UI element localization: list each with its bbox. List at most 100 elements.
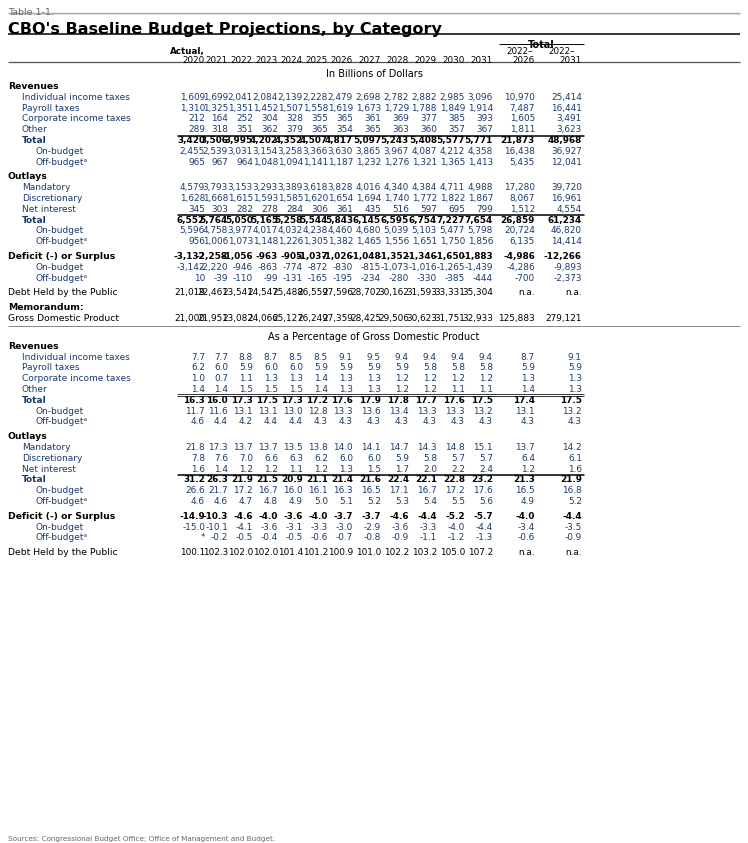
Text: 13.3: 13.3	[445, 406, 465, 416]
Text: 1,006: 1,006	[203, 237, 228, 246]
Text: 21.4: 21.4	[331, 475, 353, 485]
Text: -234: -234	[361, 274, 381, 282]
Text: 361: 361	[364, 115, 381, 123]
Text: 4,238: 4,238	[303, 227, 328, 235]
Text: 3,828: 3,828	[328, 183, 353, 192]
Text: 103.2: 103.2	[411, 548, 437, 557]
Text: 1.5: 1.5	[367, 464, 381, 474]
Text: Total: Total	[22, 216, 46, 224]
Text: 4.6: 4.6	[191, 497, 205, 506]
Text: 100.9: 100.9	[328, 548, 353, 557]
Text: -3.6: -3.6	[261, 523, 278, 532]
Text: 1.4: 1.4	[314, 374, 328, 384]
Text: 21.6: 21.6	[359, 475, 381, 485]
Text: -1,346: -1,346	[405, 252, 437, 261]
Text: Individual income taxes: Individual income taxes	[22, 93, 130, 102]
Text: 1.4: 1.4	[214, 464, 228, 474]
Text: 9.4: 9.4	[451, 352, 465, 362]
Text: 1,094: 1,094	[278, 158, 303, 167]
Text: Actual,: Actual,	[170, 47, 205, 56]
Text: 17.2: 17.2	[306, 396, 328, 405]
Text: 14.3: 14.3	[417, 443, 437, 452]
Text: Off-budgetᵃ: Off-budgetᵃ	[36, 534, 88, 542]
Text: 1.2: 1.2	[423, 374, 437, 384]
Text: 27,359: 27,359	[322, 314, 353, 323]
Text: 102.3: 102.3	[203, 548, 228, 557]
Text: 5.9: 5.9	[339, 363, 353, 373]
Text: 1.1: 1.1	[451, 385, 465, 394]
Text: -1,265: -1,265	[437, 263, 465, 271]
Text: -1.1: -1.1	[420, 534, 437, 542]
Text: 16.1: 16.1	[308, 486, 328, 495]
Text: 8.5: 8.5	[314, 352, 328, 362]
Text: 9.4: 9.4	[423, 352, 437, 362]
Text: 1,305: 1,305	[303, 237, 328, 246]
Text: 5.8: 5.8	[423, 363, 437, 373]
Text: -1,650: -1,650	[433, 252, 465, 261]
Text: Deficit (-) or Surplus: Deficit (-) or Surplus	[8, 512, 115, 521]
Text: 4.3: 4.3	[314, 417, 328, 427]
Text: 1,856: 1,856	[468, 237, 493, 246]
Text: In Billions of Dollars: In Billions of Dollars	[325, 69, 423, 79]
Text: 284: 284	[286, 205, 303, 214]
Text: 360: 360	[420, 126, 437, 134]
Text: 2.2: 2.2	[451, 464, 465, 474]
Text: 1.5: 1.5	[239, 385, 253, 394]
Text: Total: Total	[22, 475, 46, 485]
Text: 967: 967	[211, 158, 228, 167]
Text: 1.4: 1.4	[314, 385, 328, 394]
Text: 2,698: 2,698	[355, 93, 381, 102]
Text: 1.2: 1.2	[314, 464, 328, 474]
Text: 1.4: 1.4	[191, 385, 205, 394]
Text: n.a.: n.a.	[518, 548, 535, 557]
Text: 1.3: 1.3	[264, 374, 278, 384]
Text: 956: 956	[188, 237, 205, 246]
Text: 17.3: 17.3	[281, 396, 303, 405]
Text: 4.6: 4.6	[214, 497, 228, 506]
Text: 4.3: 4.3	[339, 417, 353, 427]
Text: 8.8: 8.8	[239, 352, 253, 362]
Text: -4,986: -4,986	[503, 252, 535, 261]
Text: 5,771: 5,771	[465, 136, 493, 145]
Text: 0.7: 0.7	[214, 374, 228, 384]
Text: 21.9: 21.9	[560, 475, 582, 485]
Text: -4.6: -4.6	[233, 512, 253, 521]
Text: CBO's Baseline Budget Projections, by Category: CBO's Baseline Budget Projections, by Ca…	[8, 22, 442, 37]
Text: 3,153: 3,153	[227, 183, 253, 192]
Text: 516: 516	[392, 205, 409, 214]
Text: 4,352: 4,352	[275, 136, 303, 145]
Text: -165: -165	[308, 274, 328, 282]
Text: -5.2: -5.2	[445, 512, 465, 521]
Text: 1,593: 1,593	[253, 194, 278, 203]
Text: -1,073: -1,073	[381, 263, 409, 271]
Text: 14.0: 14.0	[334, 443, 353, 452]
Text: 1.6: 1.6	[568, 464, 582, 474]
Text: 6,552: 6,552	[177, 216, 205, 224]
Text: 2022: 2022	[231, 56, 253, 65]
Text: 7,227: 7,227	[437, 216, 465, 224]
Text: 6.2: 6.2	[314, 454, 328, 463]
Text: 2,539: 2,539	[203, 147, 228, 156]
Text: Outlays: Outlays	[8, 432, 48, 441]
Text: 9.4: 9.4	[395, 352, 409, 362]
Text: -2,258: -2,258	[196, 252, 228, 261]
Text: 10: 10	[194, 274, 205, 282]
Text: 21.3: 21.3	[513, 475, 535, 485]
Text: 4,554: 4,554	[557, 205, 582, 214]
Text: 3,258: 3,258	[278, 147, 303, 156]
Text: 3,154: 3,154	[253, 147, 278, 156]
Text: 1.3: 1.3	[339, 374, 353, 384]
Text: 13.4: 13.4	[390, 406, 409, 416]
Text: 32,933: 32,933	[462, 314, 493, 323]
Text: -9,893: -9,893	[554, 263, 582, 271]
Text: 5.2: 5.2	[568, 497, 582, 506]
Text: 5.5: 5.5	[451, 497, 465, 506]
Text: 16.3: 16.3	[334, 486, 353, 495]
Text: 1.7: 1.7	[395, 464, 409, 474]
Text: 26.6: 26.6	[186, 486, 205, 495]
Text: 303: 303	[211, 205, 228, 214]
Text: -0.6: -0.6	[310, 534, 328, 542]
Text: 1,141: 1,141	[303, 158, 328, 167]
Text: 1,615: 1,615	[227, 194, 253, 203]
Text: 4.4: 4.4	[264, 417, 278, 427]
